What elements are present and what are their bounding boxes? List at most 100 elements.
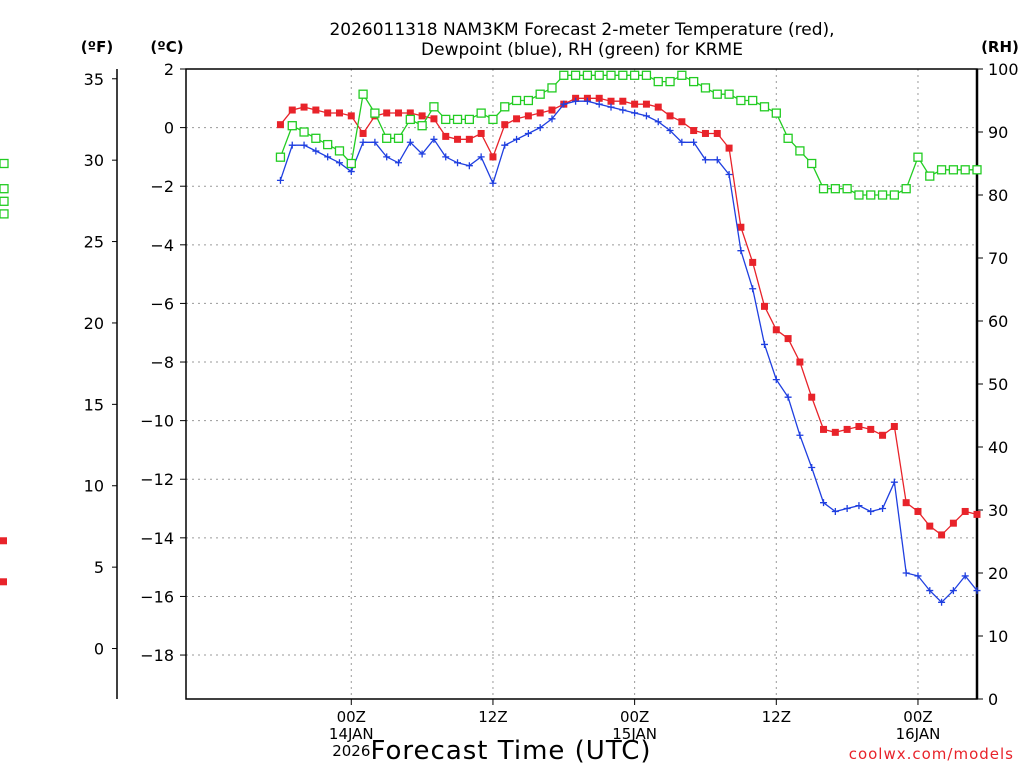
- rh-point: [771, 108, 781, 118]
- temperature-point: [619, 97, 627, 105]
- rh-point: [370, 108, 380, 118]
- rh-tick-label: 100: [988, 60, 1019, 79]
- rh-point: [0, 158, 9, 169]
- celsius-axis-labels: 2 0 −2 −4 −6 −8 −10 −12 −14 −16 −18: [140, 60, 174, 665]
- rh-point: [511, 95, 522, 106]
- dewpoint-point: [879, 505, 887, 513]
- time-tick-label: 2026: [332, 742, 370, 760]
- rh-point: [866, 190, 876, 200]
- dewpoint-point: [513, 135, 521, 143]
- dewpoint-line: [279, 100, 978, 604]
- celsius-tick-label: 2: [164, 60, 174, 79]
- rh-point: [807, 158, 817, 169]
- dewpoint-point: [749, 285, 757, 293]
- dewpoint-point: [902, 569, 910, 577]
- fahrenheit-tick-label: 20: [84, 314, 104, 333]
- temperature-point: [796, 358, 804, 366]
- temperature-point: [418, 112, 426, 120]
- rh-point: [334, 146, 345, 156]
- temperature-point: [949, 519, 957, 527]
- axes: [112, 68, 983, 700]
- time-tick-label: 16JAN: [896, 725, 941, 743]
- temperature-point: [867, 425, 875, 433]
- temperature-point: [666, 112, 674, 120]
- dewpoint-point: [642, 112, 650, 120]
- temperature-point: [973, 510, 981, 518]
- temperature-point: [642, 100, 650, 108]
- dewpoint-point: [276, 176, 284, 184]
- temperature-point: [808, 393, 816, 401]
- temperature-point: [524, 112, 532, 120]
- temperature-point: [276, 121, 284, 129]
- dewpoint-point: [383, 153, 391, 161]
- rh-point: [889, 190, 900, 200]
- rh-tick-label: 0: [988, 690, 998, 709]
- dewpoint-point: [772, 376, 780, 384]
- temperature-point: [784, 335, 792, 343]
- dewpoint-point: [713, 156, 721, 164]
- celsius-tick-label: −18: [140, 646, 174, 665]
- rh-point: [346, 158, 356, 169]
- time-tick-label: 14JAN: [329, 725, 374, 743]
- dewpoint-point: [454, 159, 462, 167]
- dewpoint-point: [631, 109, 639, 117]
- temperature-point: [465, 135, 473, 143]
- rh-point: [523, 95, 534, 106]
- temperature-point: [406, 109, 414, 117]
- temperature-point: [654, 103, 662, 111]
- rh-point: [618, 70, 628, 80]
- rh-point: [783, 133, 793, 143]
- rh-tick-label: 20: [988, 564, 1008, 583]
- x-axis-title: Forecast Time (UTC): [370, 736, 651, 766]
- dewpoint-point: [678, 138, 686, 146]
- rh-point: [358, 89, 368, 99]
- temperature-point: [536, 109, 544, 117]
- rh-point: [464, 114, 474, 125]
- temperature-point: [914, 507, 922, 515]
- rh-point: [877, 190, 888, 200]
- celsius-tick-label: −4: [150, 236, 174, 255]
- dewpoint-point: [335, 159, 343, 167]
- celsius-unit-label: (ºC): [150, 38, 183, 56]
- celsius-tick-label: −16: [140, 587, 174, 606]
- dewpoint-point: [300, 141, 308, 149]
- rh-point: [0, 209, 9, 219]
- rh-point: [582, 70, 593, 80]
- rh-tick-label: 30: [988, 501, 1008, 520]
- temperature-point: [395, 109, 403, 117]
- rh-point: [925, 171, 935, 181]
- rh-point: [641, 70, 652, 80]
- temperature-point: [347, 112, 355, 120]
- dewpoint-point: [843, 505, 851, 513]
- time-tick-label: 12Z: [478, 708, 507, 726]
- rh-point: [476, 108, 486, 118]
- rh-point: [417, 121, 427, 131]
- rh-point: [677, 70, 687, 80]
- temperature-point: [843, 425, 851, 433]
- dewpoint-point: [536, 124, 544, 132]
- temperature-point: [0, 537, 7, 545]
- temperature-point: [772, 326, 780, 334]
- celsius-tick-label: −2: [150, 177, 174, 196]
- temperature-point: [335, 109, 343, 117]
- dewpoint-point: [737, 247, 745, 255]
- rh-point: [960, 165, 970, 175]
- temperature-point: [961, 507, 969, 515]
- dewpoint-point: [548, 115, 556, 123]
- rh-point: [382, 133, 392, 143]
- dewpoint-point: [489, 179, 497, 187]
- dewpoint-point: [572, 97, 580, 105]
- dewpoint-point: [418, 150, 426, 158]
- temperature-point: [879, 431, 887, 439]
- dewpoint-point: [406, 138, 414, 146]
- celsius-tick-label: −12: [140, 470, 174, 489]
- rh-point: [275, 152, 286, 162]
- dewpoint-point: [820, 499, 828, 507]
- dewpoint-point: [855, 502, 863, 510]
- temperature-point: [902, 499, 910, 507]
- dewpoint-point: [654, 118, 662, 126]
- dewpoint-point: [619, 106, 627, 114]
- temperature-point: [701, 129, 709, 137]
